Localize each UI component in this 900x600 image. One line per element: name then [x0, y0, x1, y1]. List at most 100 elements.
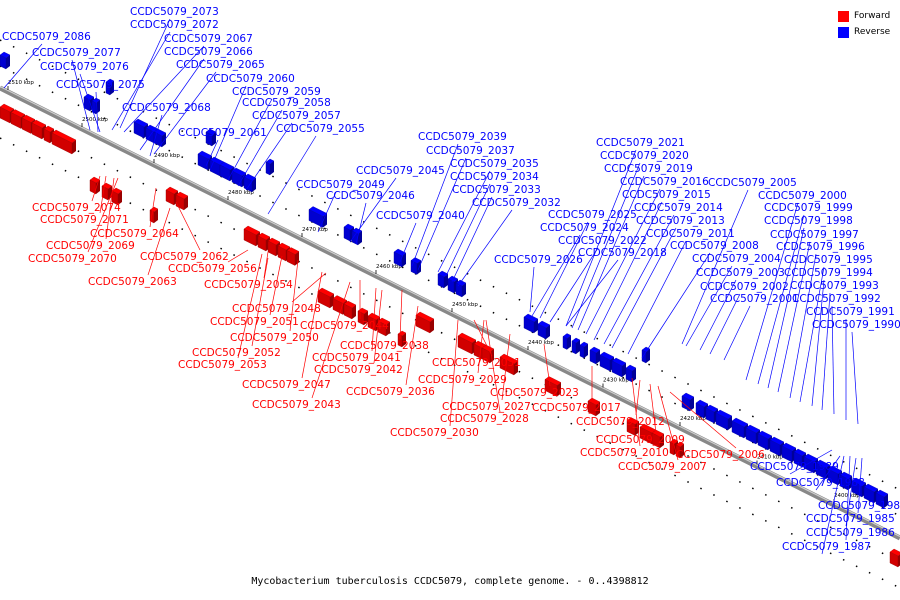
- reverse-gene-label: CCDC5079_2025: [548, 209, 637, 221]
- reverse-gene-label: CCDC5079_2001: [710, 293, 799, 305]
- reverse-gene-label: CCDC5079_1986: [806, 527, 895, 539]
- forward-leader-line: [149, 187, 157, 228]
- forward-gene-label: CCDC5079_2036: [346, 386, 435, 398]
- forward-gene-label: CCDC5079_2044: [300, 320, 389, 332]
- forward-gene-block: [89, 176, 101, 195]
- legend-item-reverse: Reverse: [838, 24, 890, 40]
- reverse-leader-line: [709, 293, 741, 355]
- reverse-gene-block: [0, 51, 11, 70]
- forward-leader-line: [269, 255, 283, 316]
- forward-gene-block: [544, 376, 562, 397]
- forward-leader-line: [105, 177, 115, 240]
- reverse-gene-label: CCDC5079_2004: [692, 253, 781, 265]
- reverse-leader-line: [845, 457, 857, 527]
- scale-tick-label: 2470 kbp: [302, 227, 328, 233]
- reverse-gene-label: CCDC5079_2024: [540, 222, 629, 234]
- forward-leader-line: [649, 383, 657, 434]
- reverse-gene-label: CCDC5079_2045: [356, 165, 445, 177]
- forward-leader-line: [473, 319, 493, 357]
- forward-leader-line: [485, 319, 501, 413]
- reverse-leader-line: [627, 240, 687, 355]
- reverse-leader-line: [565, 259, 619, 327]
- scale-tick-label: 2400 kbp: [834, 493, 860, 499]
- reverse-gene-label: CCDC5079_2037: [426, 145, 515, 157]
- reverse-gene-label: CCDC5079_2066: [164, 46, 253, 58]
- reverse-leader-line: [603, 214, 675, 345]
- reverse-leader-line: [593, 201, 663, 341]
- forward-gene-block: [651, 429, 665, 449]
- forward-leader-line: [301, 271, 323, 379]
- forward-leader-line: [399, 289, 403, 340]
- reverse-gene-label: CCDC5079_2068: [122, 102, 211, 114]
- forward-leader-line: [635, 379, 641, 416]
- gene-blocks: [0, 51, 900, 568]
- scale-tick-label: 2410 kbp: [757, 455, 783, 461]
- forward-gene-label: CCDC5079_2052: [192, 347, 281, 359]
- forward-gene-label: CCDC5079_2041: [312, 352, 401, 364]
- forward-leader-line: [405, 305, 419, 386]
- reverse-leader-line: [815, 455, 841, 491]
- reverse-gene-label: CCDC5079_2035: [450, 158, 539, 170]
- reverse-gene-block: [715, 409, 733, 431]
- reverse-gene-block: [875, 489, 889, 509]
- forward-gene-block: [343, 300, 357, 320]
- forward-gene-label: CCDC5079_2038: [340, 340, 429, 352]
- reverse-gene-block: [393, 248, 407, 268]
- forward-leader-line: [311, 281, 351, 399]
- reverse-leader-line: [417, 157, 467, 271]
- reverse-gene-block: [571, 337, 581, 355]
- reverse-leader-line: [451, 196, 493, 283]
- forward-gene-label: CCDC5079_2009: [596, 434, 685, 446]
- gene-labels: CCDC5079_2074CCDC5079_2071CCDC5079_2064C…: [2, 6, 900, 553]
- forward-gene-label: CCDC5079_2010: [580, 447, 669, 459]
- reverse-gene-label: CCDC5079_1995: [784, 254, 873, 266]
- reverse-gene-block: [863, 483, 879, 504]
- reverse-gene-label: CCDC5079_2015: [622, 189, 711, 201]
- reverse-leader-line: [529, 266, 535, 313]
- reverse-leader-line: [411, 143, 459, 267]
- reverse-leader-line: [577, 175, 645, 331]
- scale-tick-label: 2500 kbp: [82, 117, 108, 123]
- reverse-leader-line: [111, 31, 171, 131]
- reverse-leader-line: [641, 252, 711, 359]
- forward-gene-block: [587, 397, 601, 417]
- forward-gene-block: [243, 225, 261, 247]
- forward-gene-block: [415, 311, 435, 334]
- forward-gene-label: CCDC5079_2069: [46, 240, 135, 252]
- forward-gene-label: CCDC5079_2029: [418, 374, 507, 386]
- reverse-leader-line: [355, 202, 367, 245]
- forward-gene-label: CCDC5079_2064: [90, 228, 179, 240]
- reverse-leader-line: [237, 109, 283, 187]
- reverse-leader-line: [123, 45, 205, 133]
- forward-gene-block: [889, 548, 900, 568]
- reverse-gene-label: CCDC5079_2018: [578, 247, 667, 259]
- forward-leader-line: [87, 177, 119, 253]
- reverse-leader-line: [845, 455, 851, 541]
- reverse-gene-block: [731, 417, 749, 439]
- reverse-gene-label: CCDC5079_2076: [40, 61, 129, 73]
- reverse-gene-block: [681, 392, 695, 412]
- reverse-leader-line: [831, 305, 835, 415]
- forward-gene-label: CCDC5079_2047: [242, 379, 331, 391]
- forward-leader-line: [371, 287, 377, 352]
- reverse-gene-label: CCDC5079_2061: [178, 127, 267, 139]
- reverse-leader-line: [611, 227, 677, 349]
- reverse-leader-line: [95, 91, 99, 133]
- forward-gene-label: CCDC5079_2051: [210, 316, 299, 328]
- forward-gene-block: [175, 191, 189, 211]
- reverse-gene-label: CCDC5079_2060: [206, 73, 295, 85]
- reverse-gene-label: CCDC5079_1985: [806, 513, 895, 525]
- reverse-leader-line: [799, 266, 825, 403]
- reverse-leader-line: [317, 191, 337, 233]
- reverse-leader-line: [789, 253, 817, 399]
- reverse-leader-line: [457, 209, 513, 287]
- genome-axis-line: [0, 85, 900, 541]
- reverse-gene-label: CCDC5079_2040: [376, 210, 465, 222]
- reverse-gene-label: CCDC5079_2013: [636, 215, 725, 227]
- scale-tick-label: 2420 kbp: [680, 416, 706, 422]
- reverse-leader-line: [531, 234, 581, 317]
- forward-gene-label: CCDC5079_2012: [576, 416, 665, 428]
- forward-gene-label: CCDC5079_2053: [178, 359, 267, 371]
- forward-leader-line: [477, 319, 485, 374]
